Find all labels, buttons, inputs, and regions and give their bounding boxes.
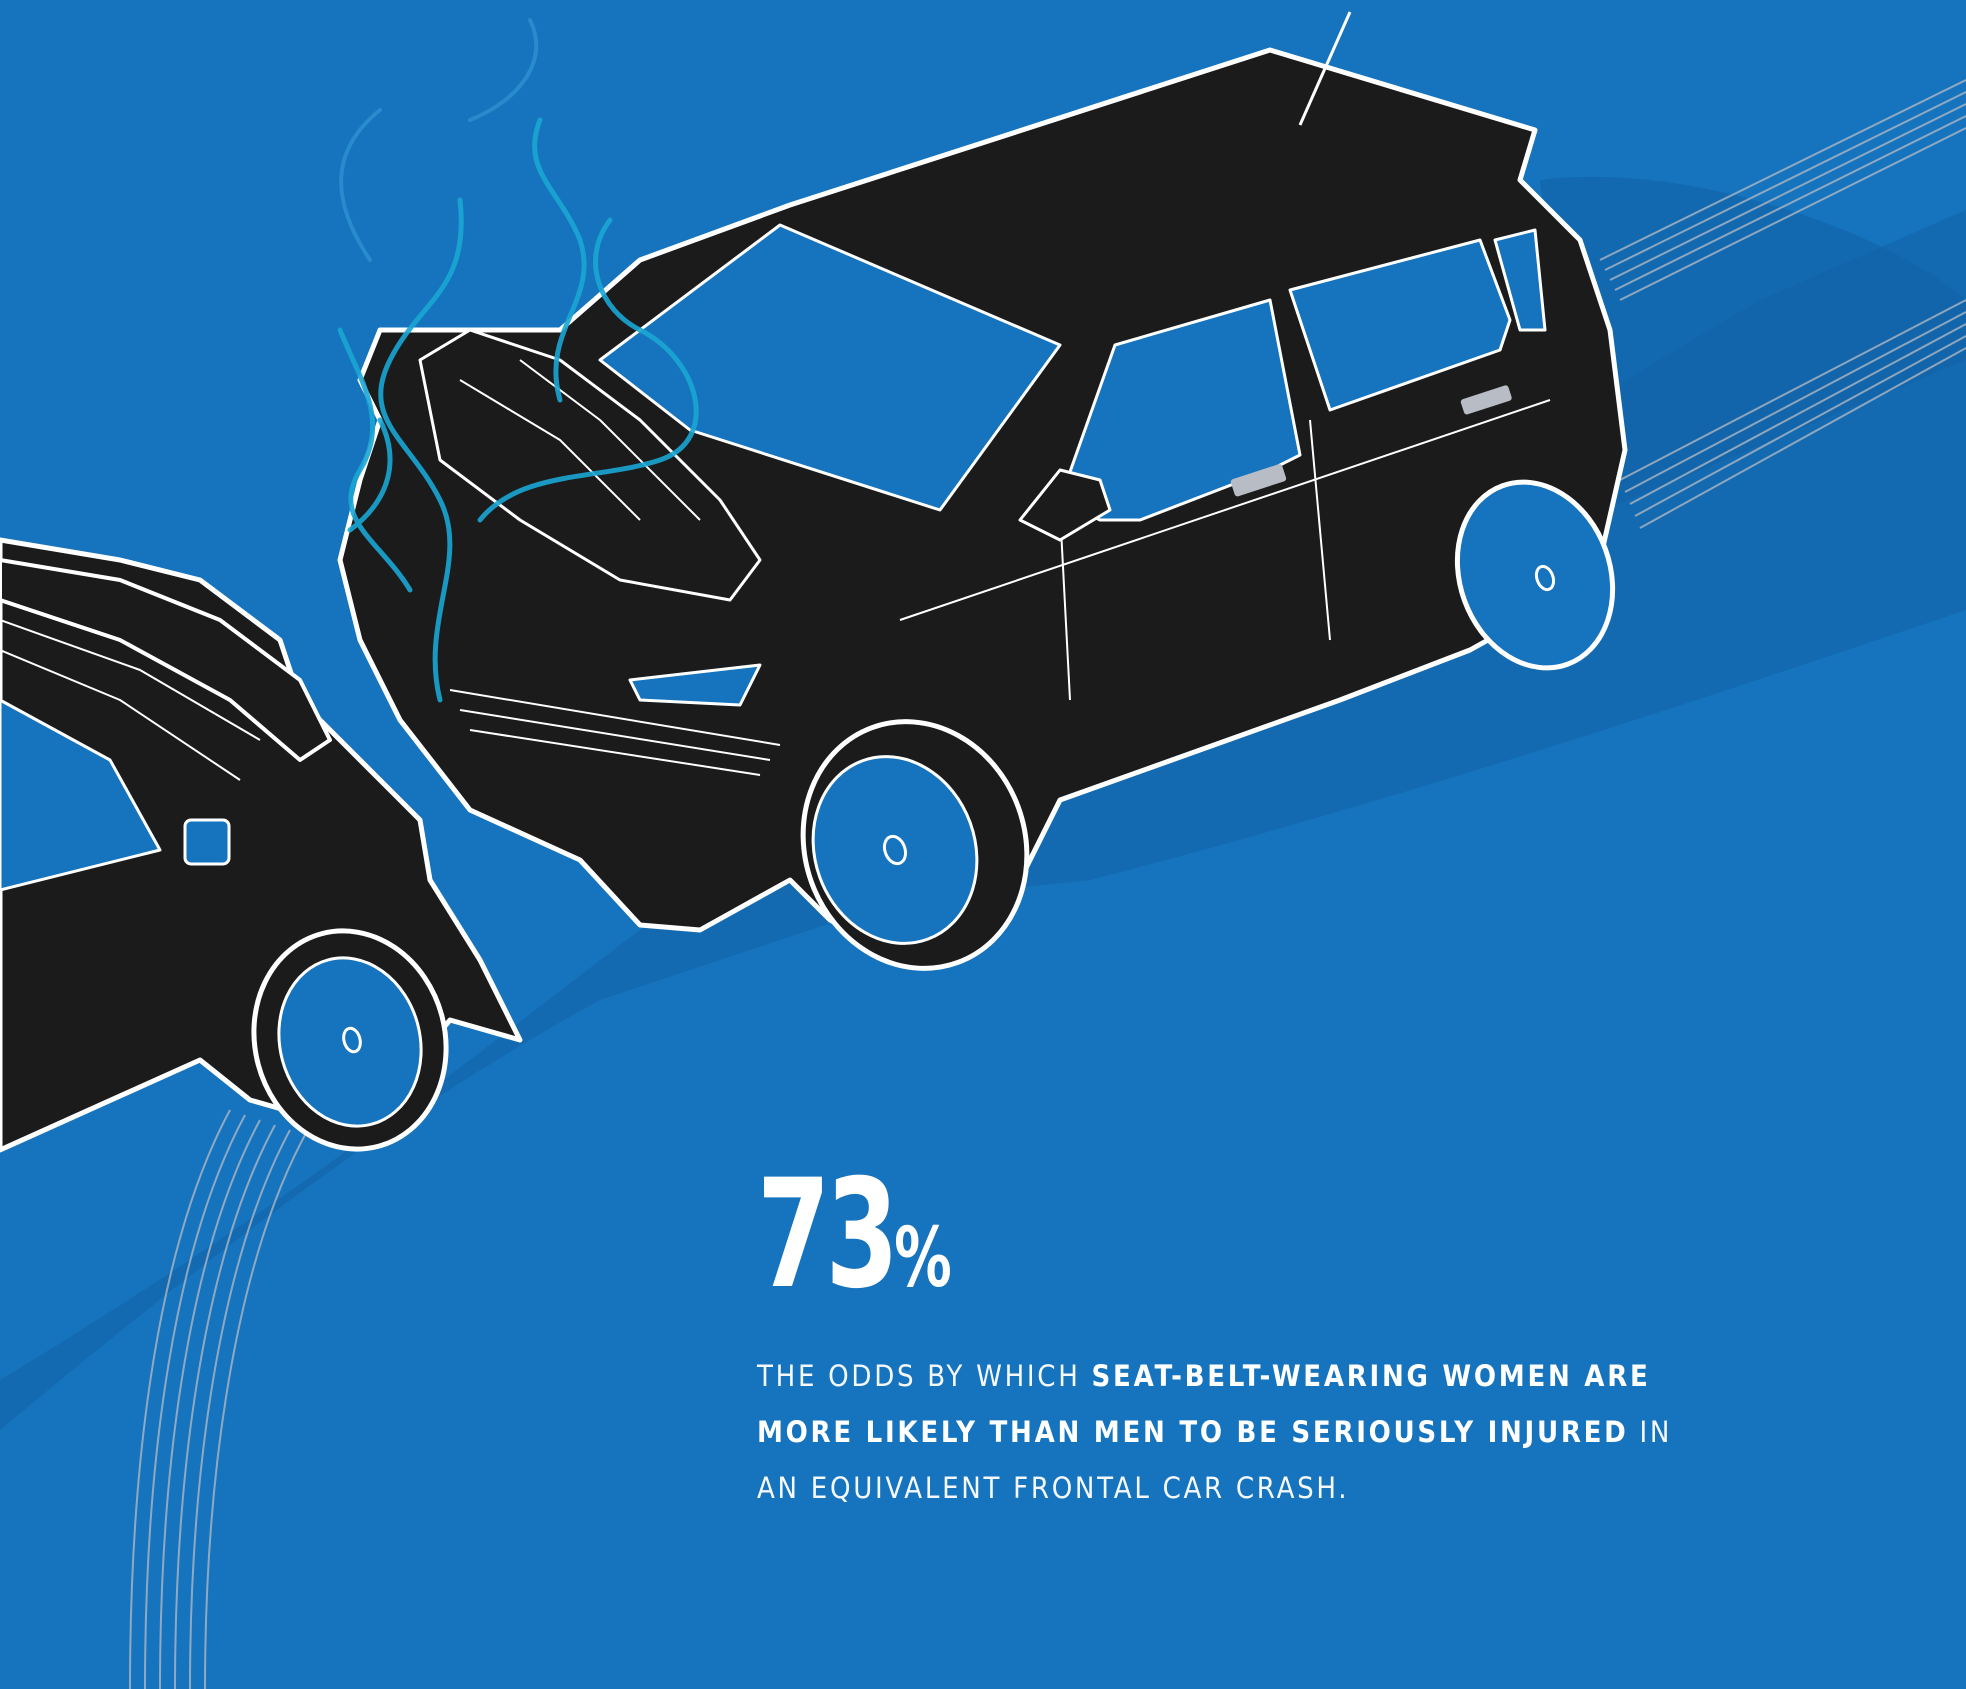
caption-emphasis: SEAT-BELT-WEARING WOMEN ARE MORE LIKELY … [757,1359,1651,1449]
tire-tracks-icon [1599,79,1966,529]
caption-post: IN AN EQUIVALENT FRONTAL CAR CRASH. [757,1415,1673,1505]
smoke-icon [337,117,699,703]
second-car [0,537,523,1153]
percent-sign: % [894,1211,952,1306]
main-car [337,11,1628,971]
stat-block: 73% THE ODDS BY WHICH SEAT-BELT-WEARING … [757,1160,1717,1516]
smoke-light [339,18,539,262]
stat-value: 73 [757,1148,899,1322]
caption-pre: THE ODDS BY WHICH [757,1359,1092,1393]
stat-caption: THE ODDS BY WHICH SEAT-BELT-WEARING WOME… [757,1348,1711,1516]
stat-number: 73% [757,1160,1506,1310]
tire-tracks-left [129,1109,306,1689]
